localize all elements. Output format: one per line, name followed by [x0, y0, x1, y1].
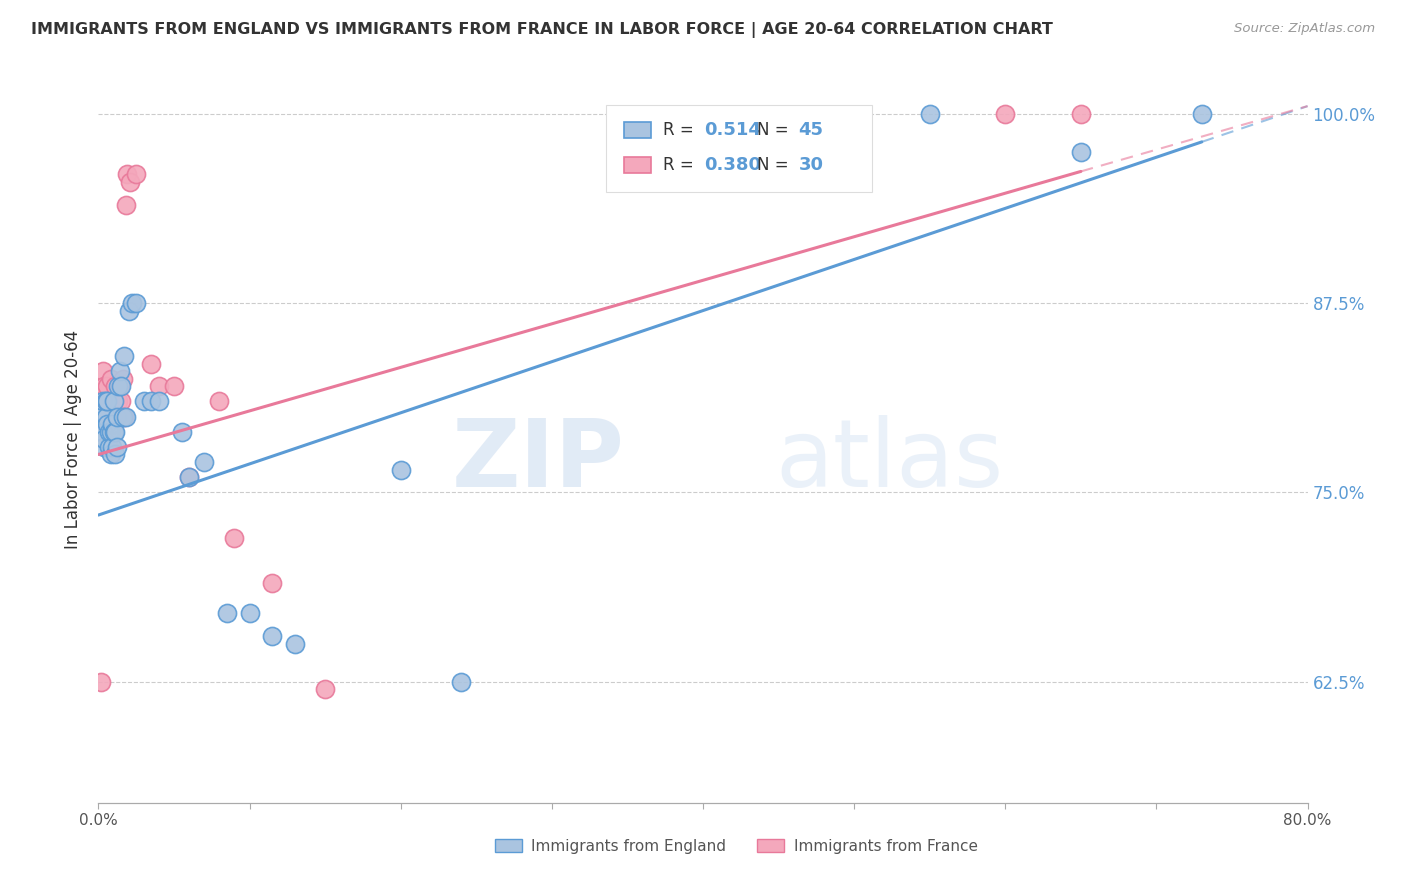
Text: ZIP: ZIP [451, 415, 624, 508]
Point [105, 440, 128, 454]
Point [389, 462, 412, 476]
Point [104, 379, 127, 393]
Text: 30: 30 [799, 156, 824, 174]
Point [107, 379, 129, 393]
Point [118, 303, 141, 318]
Point [120, 175, 142, 189]
Point [918, 106, 941, 120]
Text: Source: ZipAtlas.com: Source: ZipAtlas.com [1234, 22, 1375, 36]
Text: Immigrants from England: Immigrants from England [531, 838, 727, 854]
Point [115, 167, 138, 181]
Point [108, 379, 131, 393]
Bar [624, 122, 651, 138]
Point [96, 417, 118, 432]
Point [91, 364, 114, 378]
Point [91, 394, 114, 409]
Point [994, 106, 1017, 120]
Point [98, 409, 121, 424]
Point [132, 394, 155, 409]
Point [108, 364, 131, 378]
Point [114, 197, 136, 211]
Point [125, 296, 148, 310]
Point [101, 440, 124, 454]
Point [105, 409, 128, 424]
Point [96, 379, 118, 393]
Text: R =: R = [664, 156, 699, 174]
Point [98, 440, 121, 454]
Point [112, 409, 135, 424]
Point [284, 637, 307, 651]
Point [111, 372, 134, 386]
Point [239, 607, 262, 621]
Point [208, 394, 231, 409]
Bar [758, 839, 785, 852]
Text: IMMIGRANTS FROM ENGLAND VS IMMIGRANTS FROM FRANCE IN LABOR FORCE | AGE 20-64 COR: IMMIGRANTS FROM ENGLAND VS IMMIGRANTS FR… [31, 22, 1053, 38]
Point [170, 425, 193, 439]
Point [93, 440, 115, 454]
Point [101, 394, 124, 409]
Point [262, 629, 284, 643]
Point [1070, 106, 1092, 120]
Point [93, 379, 115, 393]
Point [114, 409, 136, 424]
Point [94, 394, 117, 409]
Point [94, 409, 117, 424]
Point [105, 409, 128, 424]
Y-axis label: In Labor Force | Age 20-64: In Labor Force | Age 20-64 [65, 330, 83, 549]
Point [125, 167, 148, 181]
Text: R =: R = [664, 121, 699, 139]
Point [314, 682, 336, 697]
Bar [495, 839, 522, 852]
Text: Immigrants from France: Immigrants from France [793, 838, 977, 854]
Point [103, 425, 125, 439]
Bar [624, 157, 651, 173]
Point [1070, 145, 1092, 159]
Point [179, 470, 201, 484]
Point [193, 455, 215, 469]
Point [110, 394, 132, 409]
Point [100, 425, 122, 439]
Point [110, 379, 132, 393]
Point [148, 379, 170, 393]
Point [104, 425, 127, 439]
Point [98, 425, 121, 439]
Text: 45: 45 [799, 121, 824, 139]
Point [141, 357, 163, 371]
Point [121, 296, 143, 310]
Text: atlas: atlas [776, 415, 1004, 508]
Point [224, 531, 246, 545]
Text: 0.380: 0.380 [704, 156, 761, 174]
Point [103, 394, 125, 409]
Point [103, 394, 125, 409]
Text: N =: N = [758, 121, 794, 139]
Point [90, 409, 112, 424]
Point [94, 394, 117, 409]
Point [107, 394, 129, 409]
Point [148, 394, 170, 409]
Point [112, 349, 135, 363]
Point [90, 674, 112, 689]
Point [111, 409, 134, 424]
Point [179, 470, 201, 484]
Point [163, 379, 186, 393]
Point [262, 576, 284, 591]
Point [91, 425, 114, 439]
FancyBboxPatch shape [606, 105, 872, 192]
Point [96, 394, 118, 409]
Point [450, 674, 472, 689]
Point [141, 394, 163, 409]
Text: N =: N = [758, 156, 794, 174]
Point [104, 447, 127, 461]
Text: 0.514: 0.514 [704, 121, 761, 139]
Point [101, 417, 124, 432]
Point [1191, 106, 1213, 120]
Point [100, 447, 122, 461]
Point [93, 432, 115, 446]
Point [215, 607, 238, 621]
Point [100, 372, 122, 386]
